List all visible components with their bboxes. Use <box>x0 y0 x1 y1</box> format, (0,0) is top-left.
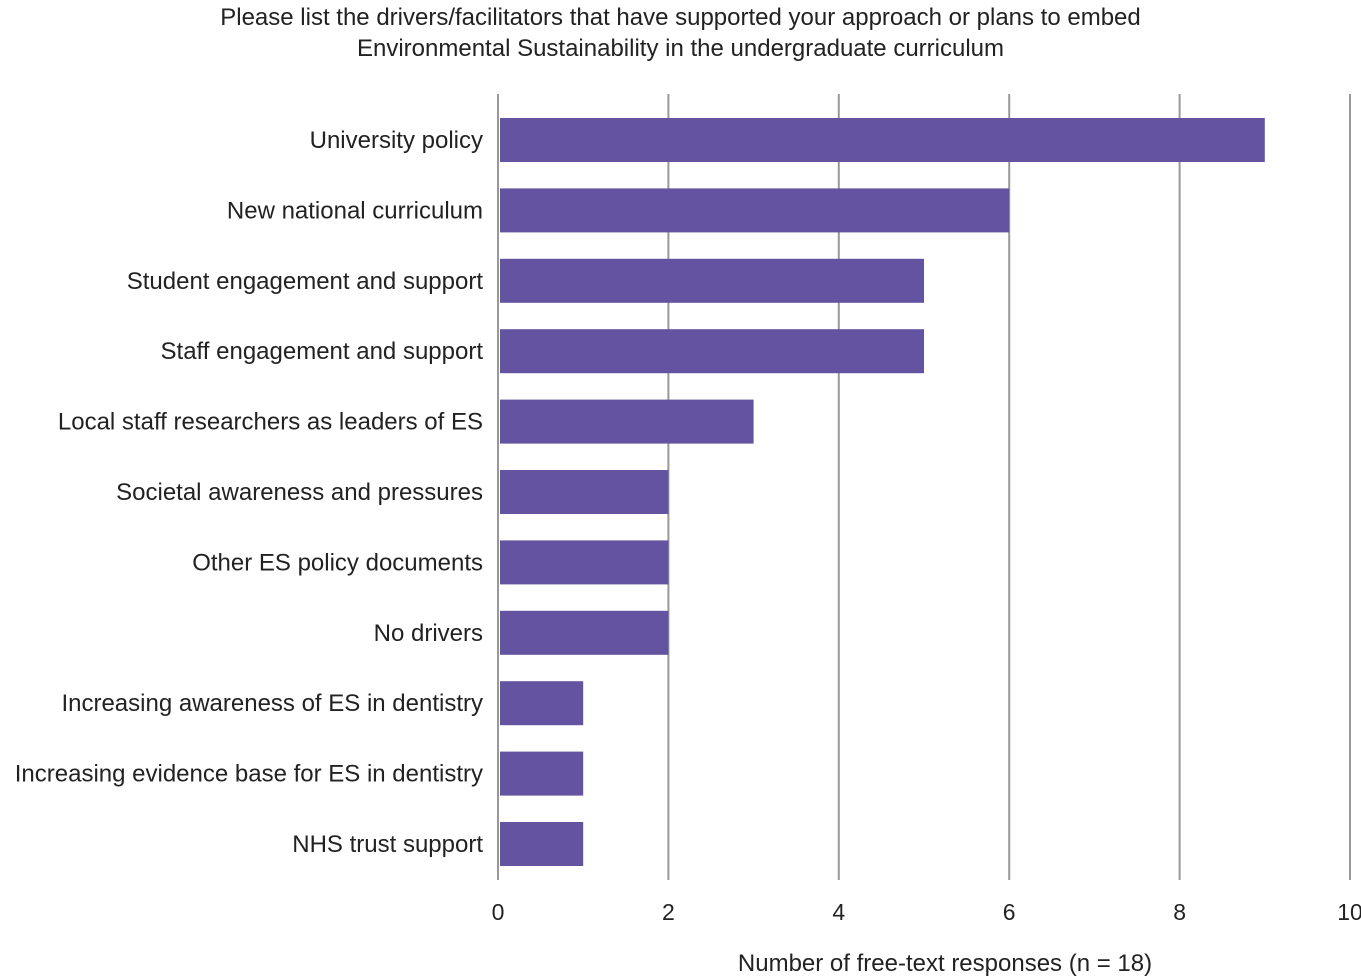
bar-7 <box>500 610 669 655</box>
x-tick-label-5: 10 <box>1337 899 1361 925</box>
category-label-6: Other ES policy documents <box>192 549 483 576</box>
bar-3 <box>500 329 924 374</box>
gridlines <box>497 94 1351 880</box>
bar-0 <box>500 118 1265 162</box>
bar-8 <box>500 681 584 726</box>
category-label-2: Student engagement and support <box>127 268 484 295</box>
x-tick-label-2: 4 <box>832 899 845 925</box>
category-label-10: NHS trust support <box>292 831 483 858</box>
x-tick-label-0: 0 <box>492 899 505 925</box>
x-tick-label-1: 2 <box>662 899 675 925</box>
x-tick-label-3: 6 <box>1003 899 1016 925</box>
category-label-9: Increasing evidence base for ES in denti… <box>15 761 483 788</box>
x-tick-label-4: 8 <box>1173 899 1186 925</box>
bar-10 <box>500 822 584 866</box>
category-label-1: New national curriculum <box>227 197 483 224</box>
category-label-0: University policy <box>310 127 483 154</box>
chart-title-line-1: Please list the drivers/facilitators tha… <box>220 4 1141 31</box>
bar-4 <box>500 399 754 444</box>
chart-title: Please list the drivers/facilitators tha… <box>0 2 1361 64</box>
category-label-5: Societal awareness and pressures <box>116 479 483 506</box>
bar-9 <box>500 751 584 796</box>
bars <box>500 118 1265 866</box>
x-axis-label: Number of free-text responses (n = 18) <box>738 950 1152 977</box>
category-label-4: Local staff researchers as leaders of ES <box>58 409 483 436</box>
category-label-7: No drivers <box>374 620 483 647</box>
x-tick-labels: 0 2 4 6 8 10 <box>492 899 1361 925</box>
category-label-3: Staff engagement and support <box>161 338 484 365</box>
bar-6 <box>500 540 669 585</box>
chart-title-line-2: Environmental Sustainability in the unde… <box>356 35 1004 62</box>
category-label-8: Increasing awareness of ES in dentistry <box>61 690 483 717</box>
category-labels: University policy New national curriculum… <box>15 127 484 858</box>
bar-2 <box>500 258 924 303</box>
bar-1 <box>500 188 1010 233</box>
bar-5 <box>500 470 669 514</box>
